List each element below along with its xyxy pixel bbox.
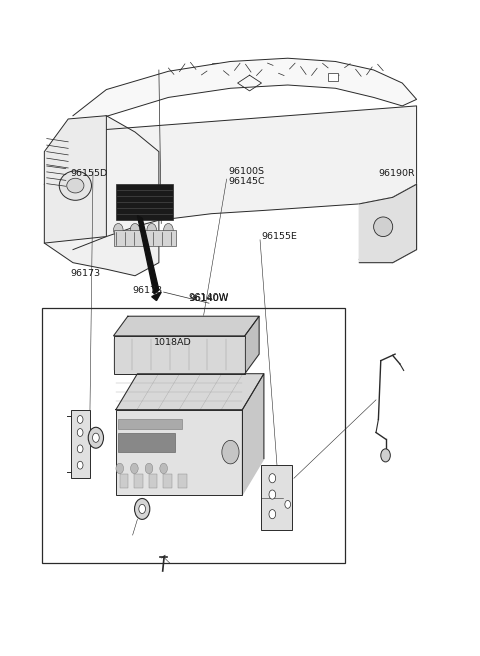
Bar xyxy=(114,230,176,247)
Text: 96190R: 96190R xyxy=(378,169,415,178)
Bar xyxy=(149,474,157,488)
Circle shape xyxy=(130,224,140,237)
Circle shape xyxy=(222,440,239,464)
Bar xyxy=(116,409,242,495)
Polygon shape xyxy=(245,316,259,374)
Circle shape xyxy=(145,463,153,474)
Bar xyxy=(42,308,345,563)
Bar xyxy=(134,474,143,488)
Circle shape xyxy=(269,490,276,499)
Polygon shape xyxy=(360,184,417,262)
Text: 1018AD: 1018AD xyxy=(154,338,192,347)
Polygon shape xyxy=(116,374,264,409)
Polygon shape xyxy=(73,58,417,132)
Circle shape xyxy=(139,504,145,514)
Circle shape xyxy=(93,433,99,442)
Polygon shape xyxy=(44,115,159,276)
Bar xyxy=(116,184,173,220)
Bar xyxy=(114,336,245,374)
Circle shape xyxy=(116,463,123,474)
Circle shape xyxy=(134,499,150,520)
Text: 96155D: 96155D xyxy=(71,169,108,178)
Bar xyxy=(71,409,90,478)
Polygon shape xyxy=(73,106,417,250)
Circle shape xyxy=(269,474,276,483)
Text: 96145C: 96145C xyxy=(228,176,264,186)
Circle shape xyxy=(114,224,123,237)
Ellipse shape xyxy=(67,178,84,193)
Text: 96155E: 96155E xyxy=(262,232,297,241)
Polygon shape xyxy=(152,292,161,300)
Circle shape xyxy=(285,501,290,508)
Circle shape xyxy=(131,463,138,474)
Circle shape xyxy=(147,224,156,237)
Bar xyxy=(118,432,175,452)
Text: 96140W: 96140W xyxy=(189,293,229,303)
Circle shape xyxy=(381,449,390,462)
Bar xyxy=(120,474,128,488)
Circle shape xyxy=(77,445,83,453)
Polygon shape xyxy=(242,374,264,495)
Circle shape xyxy=(77,428,83,436)
Bar xyxy=(328,73,338,81)
Circle shape xyxy=(160,463,168,474)
Bar xyxy=(178,474,187,488)
Text: 96173: 96173 xyxy=(71,269,101,278)
Ellipse shape xyxy=(373,217,393,237)
Circle shape xyxy=(269,510,276,519)
Circle shape xyxy=(88,427,104,448)
Polygon shape xyxy=(137,216,159,294)
Text: 96100S: 96100S xyxy=(228,167,264,176)
Text: 96140W: 96140W xyxy=(189,294,228,303)
Circle shape xyxy=(164,224,173,237)
Bar xyxy=(262,465,292,531)
Bar xyxy=(163,474,172,488)
Polygon shape xyxy=(44,115,107,243)
Text: 96173: 96173 xyxy=(132,285,163,295)
Circle shape xyxy=(77,415,83,423)
Ellipse shape xyxy=(59,171,92,200)
Bar xyxy=(118,419,181,429)
Circle shape xyxy=(77,461,83,469)
Polygon shape xyxy=(360,184,417,262)
Polygon shape xyxy=(114,316,259,336)
